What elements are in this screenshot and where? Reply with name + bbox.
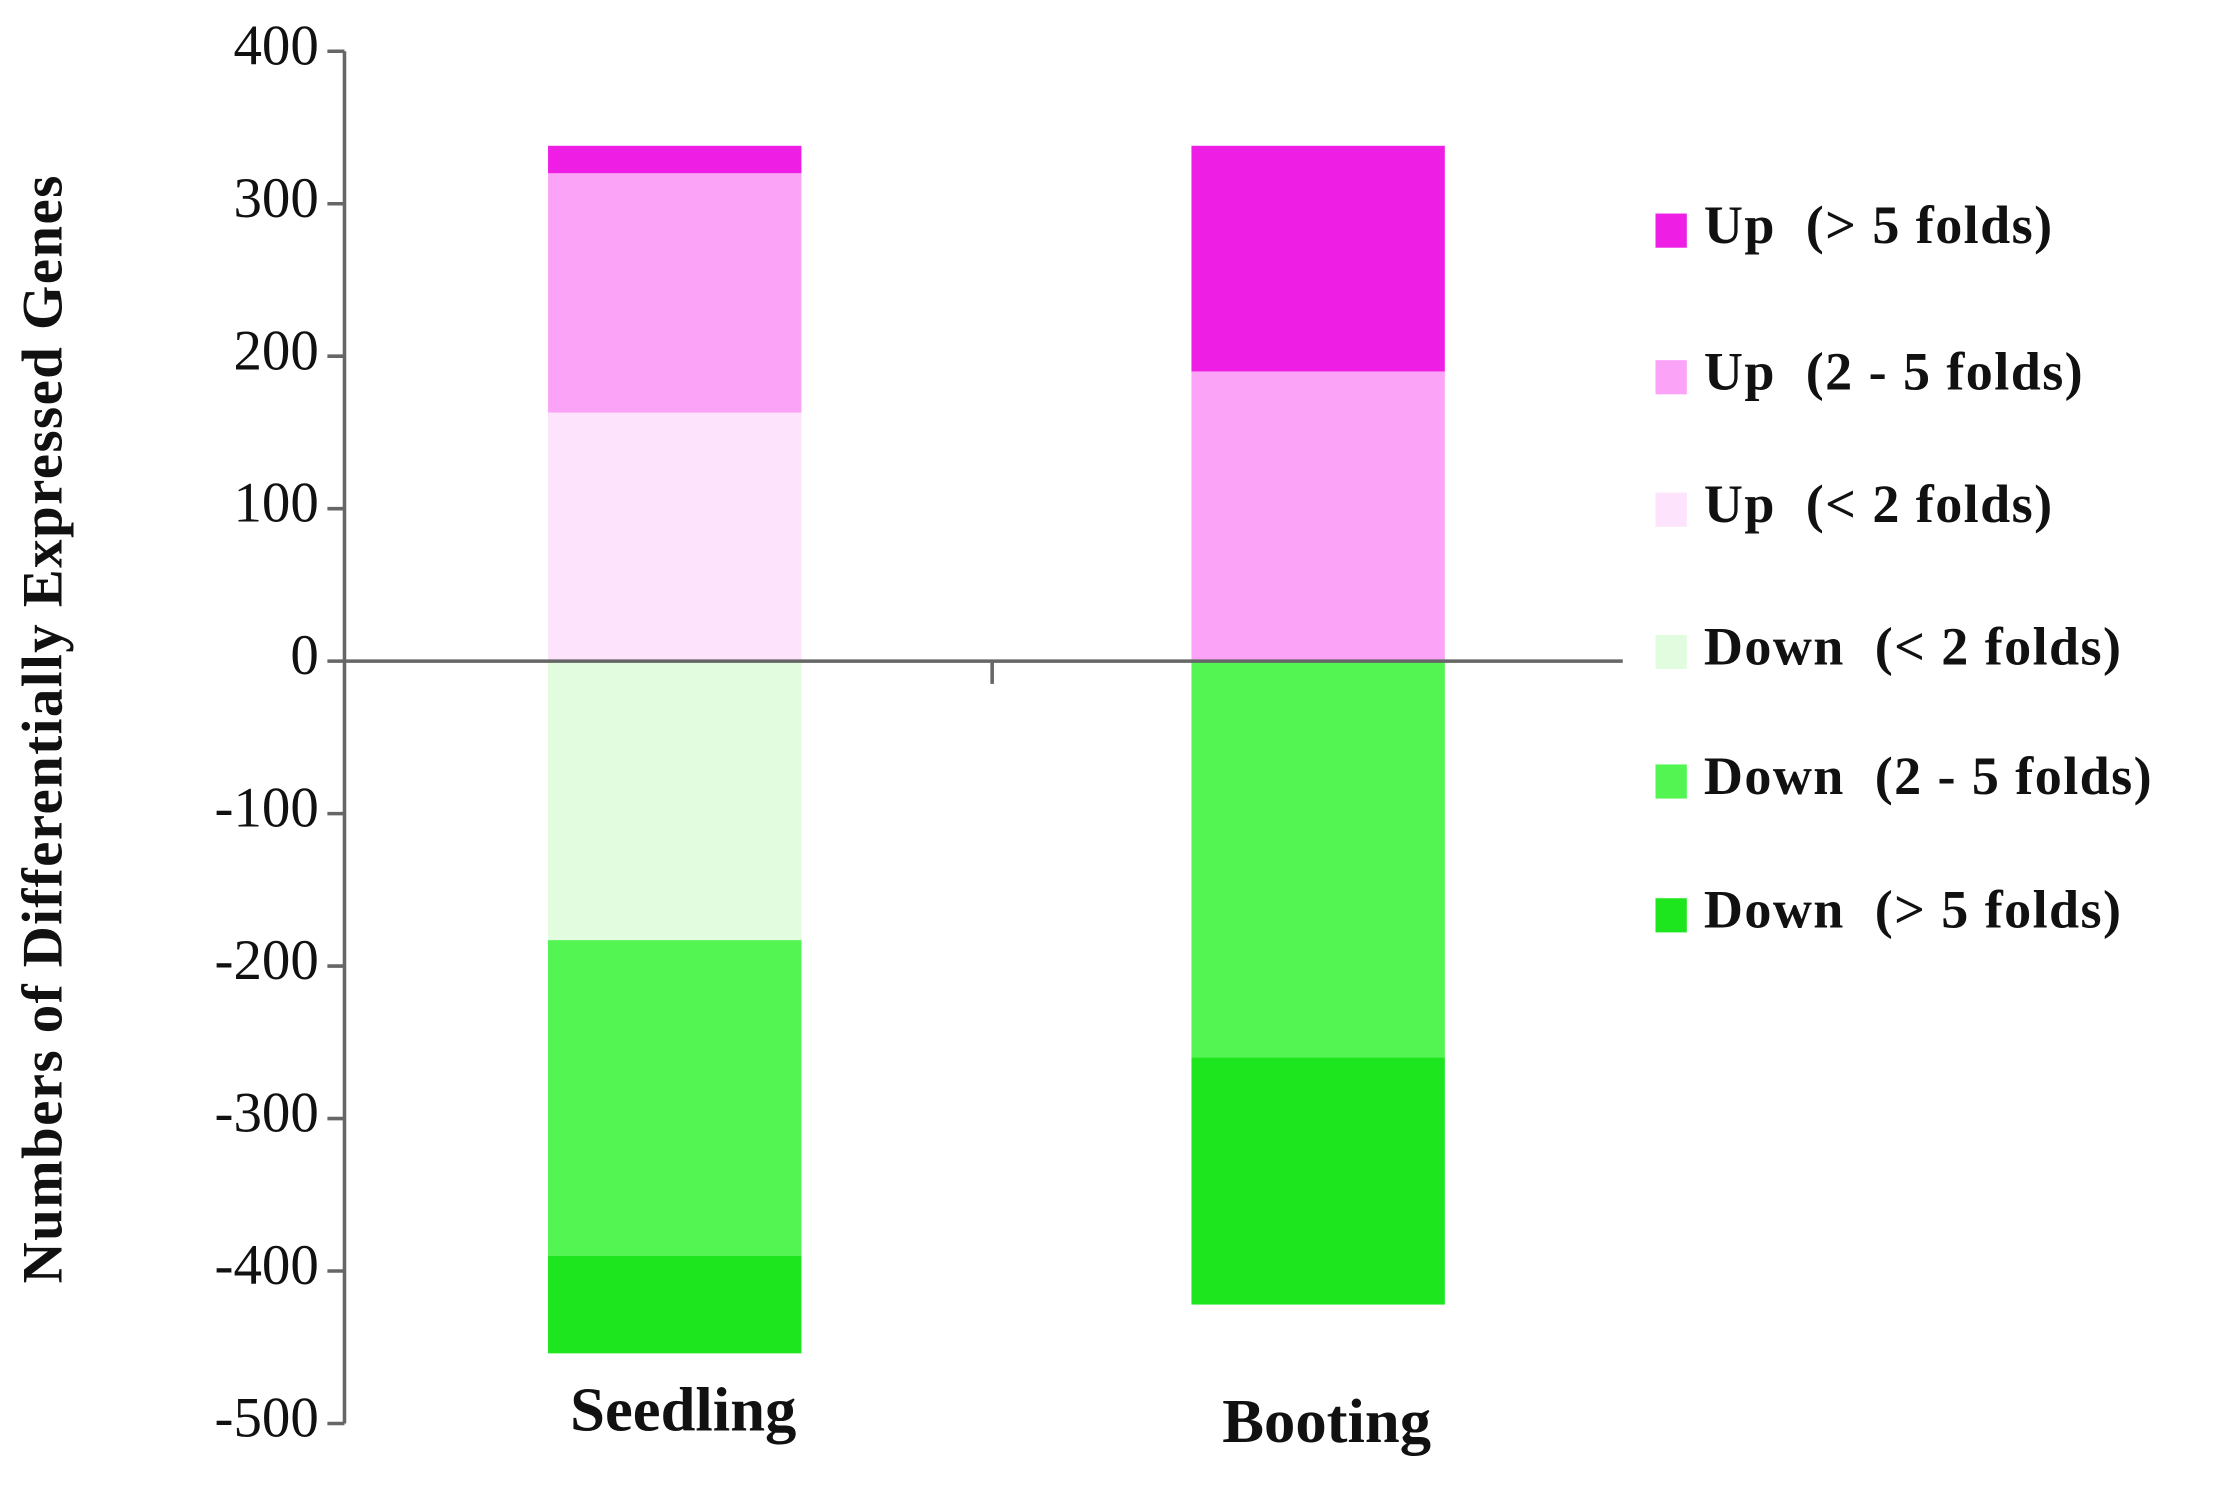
bar-segment <box>1191 145 1445 372</box>
legend-label: Up (2 - 5 folds) <box>1704 342 2084 402</box>
legend-swatch <box>1655 360 1687 395</box>
legend-label: Down (2 - 5 folds) <box>1704 746 2153 806</box>
y-tick-label: -300 <box>215 1082 319 1145</box>
legend-swatch <box>1655 213 1687 248</box>
legend-label: Down (> 5 folds) <box>1704 880 2123 940</box>
legend-swatch <box>1655 898 1687 933</box>
legend-swatch <box>1655 634 1687 670</box>
legend-swatch <box>1655 492 1687 527</box>
bar-segment <box>1191 371 1445 662</box>
y-tick-label: 400 <box>233 14 318 77</box>
x-tick-label: Seedling <box>570 1375 796 1445</box>
y-tick-label: 200 <box>233 319 318 382</box>
y-tick-label: 300 <box>233 167 318 230</box>
bar-segment <box>548 661 802 941</box>
legend-label: Up (< 2 folds) <box>1704 474 2054 534</box>
bar-segment <box>1191 661 1445 1058</box>
y-axis-title: Numbers of Differentially Expressed Gene… <box>11 174 74 1283</box>
legend-swatch <box>1655 764 1687 799</box>
y-tick-label: 100 <box>233 472 318 535</box>
y-tick-label: -200 <box>215 929 319 992</box>
bar-segment <box>548 173 802 413</box>
y-tick-label: -400 <box>215 1234 319 1297</box>
bar-segment <box>548 412 802 662</box>
y-tick-label: 0 <box>290 624 318 687</box>
y-tick-label: -100 <box>215 777 319 840</box>
y-tick-label: -500 <box>215 1387 319 1450</box>
bar-segment <box>548 1255 802 1354</box>
x-tick-label: Booting <box>1222 1386 1431 1456</box>
bar-segment <box>548 145 802 174</box>
legend-label: Up (> 5 folds) <box>1704 195 2054 255</box>
bar-segment <box>1191 1057 1445 1305</box>
bar-segment <box>548 940 802 1256</box>
legend-label: Down (< 2 folds) <box>1704 616 2123 676</box>
